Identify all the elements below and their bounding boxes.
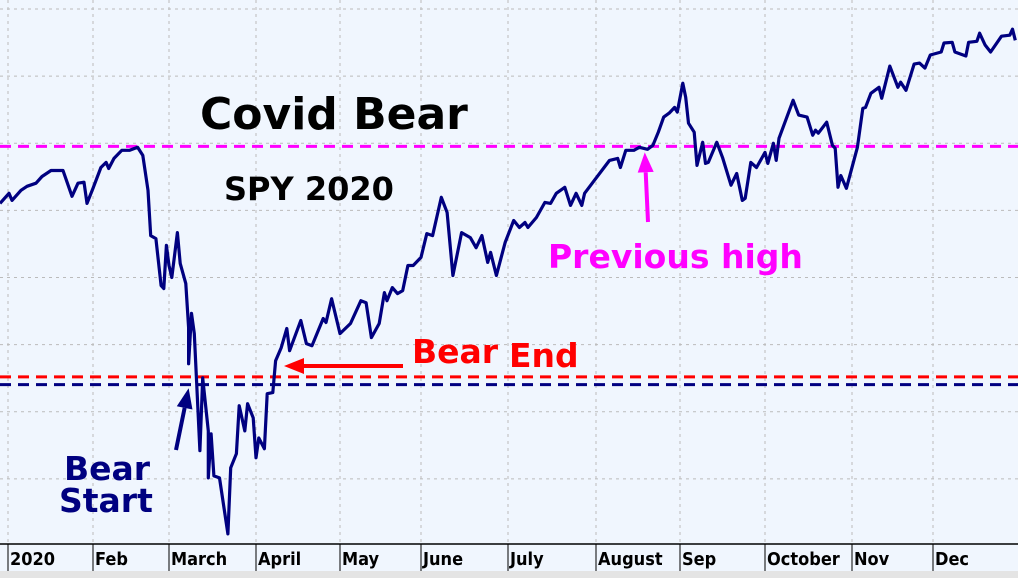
x-tick-label: Dec	[935, 549, 969, 570]
spy-price-line	[0, 27, 1017, 536]
x-tick-label: July	[509, 549, 544, 570]
x-tick-label: 2020	[10, 549, 55, 570]
bear-start-label-1: Bear	[64, 449, 151, 488]
x-tick-label: October	[767, 549, 840, 570]
chart-subtitle: SPY 2020	[224, 170, 394, 208]
chart-title: Covid Bear	[200, 89, 468, 140]
status-strip	[0, 571, 1018, 578]
plot-background	[0, 0, 1018, 544]
x-axis-band	[0, 544, 1018, 571]
x-tick-label: June	[422, 549, 463, 570]
x-tick-label: Feb	[95, 549, 128, 570]
x-tick-label: March	[171, 549, 227, 570]
x-tick-label: Nov	[854, 549, 890, 570]
bear-start-arrow-head	[176, 388, 193, 410]
previous-high-arrow-shaft	[643, 172, 650, 223]
x-tick-label: May	[342, 549, 379, 570]
previous-high-label: Previous high	[548, 237, 803, 276]
gridlines	[0, 0, 1018, 544]
x-tick-label: April	[258, 549, 301, 570]
bear-end-label-2: End	[509, 336, 579, 375]
bear-start-label-2: Start	[59, 481, 153, 520]
bear-end-label-1: Bear	[412, 332, 499, 371]
bear-start-arrow-shaft	[174, 407, 187, 451]
reference-lines	[0, 144, 1018, 387]
x-tick-label: Sep	[682, 549, 716, 570]
bear-end-arrow-head	[284, 358, 304, 374]
x-tick-label: August	[598, 549, 663, 570]
previous-high-arrow-head	[637, 152, 654, 173]
annotation-arrows	[174, 152, 654, 451]
x-axis-ticks: 2020 Feb March April May June July August Sep Oct…	[7, 544, 969, 571]
